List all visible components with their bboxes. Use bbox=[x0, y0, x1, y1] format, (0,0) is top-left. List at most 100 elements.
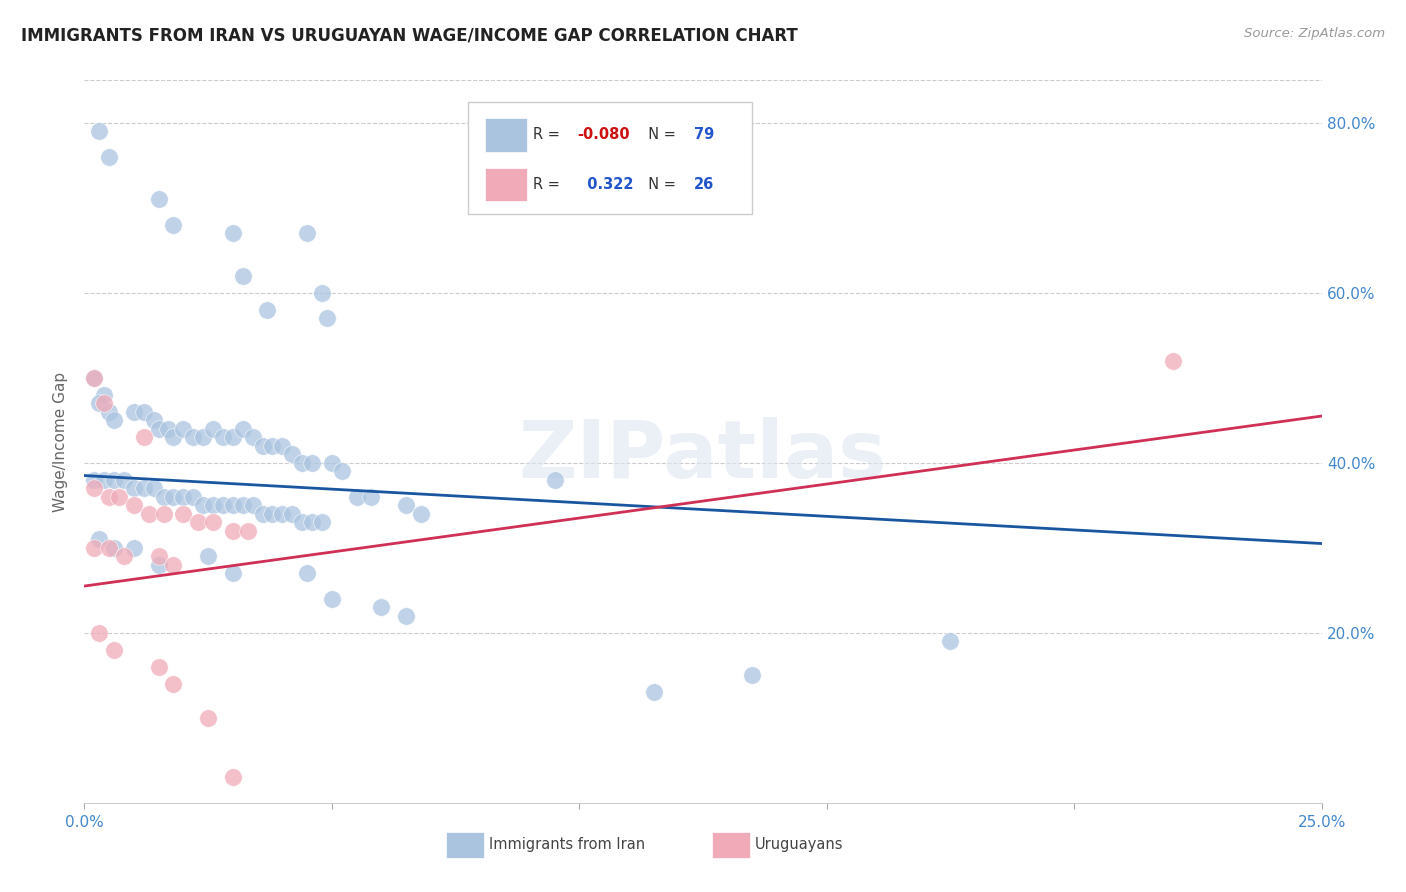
Point bbox=[222, 770, 245, 784]
Point bbox=[395, 608, 418, 623]
Point bbox=[148, 660, 170, 674]
Point bbox=[330, 464, 353, 478]
Point bbox=[132, 430, 155, 444]
Point bbox=[291, 516, 314, 530]
Text: IMMIGRANTS FROM IRAN VS URUGUAYAN WAGE/INCOME GAP CORRELATION CHART: IMMIGRANTS FROM IRAN VS URUGUAYAN WAGE/I… bbox=[21, 27, 797, 45]
Point bbox=[409, 507, 432, 521]
Point bbox=[103, 473, 125, 487]
Point bbox=[291, 456, 314, 470]
Point bbox=[191, 430, 214, 444]
Point bbox=[360, 490, 382, 504]
Point bbox=[157, 422, 180, 436]
Point bbox=[98, 541, 121, 555]
Point bbox=[187, 516, 209, 530]
Point bbox=[103, 541, 125, 555]
Point bbox=[295, 566, 318, 581]
Point bbox=[202, 498, 225, 512]
Point bbox=[212, 498, 235, 512]
Point bbox=[321, 591, 343, 606]
Point bbox=[197, 549, 219, 564]
Text: Source: ZipAtlas.com: Source: ZipAtlas.com bbox=[1244, 27, 1385, 40]
Point bbox=[222, 227, 245, 241]
Point bbox=[256, 302, 278, 317]
Point bbox=[103, 642, 125, 657]
Point bbox=[281, 507, 304, 521]
Text: 0.322: 0.322 bbox=[576, 177, 633, 192]
Point bbox=[93, 396, 115, 410]
Point bbox=[242, 498, 264, 512]
Point bbox=[939, 634, 962, 648]
Point bbox=[98, 490, 121, 504]
Point bbox=[395, 498, 418, 512]
Point bbox=[122, 498, 145, 512]
Point bbox=[112, 549, 135, 564]
Text: ZIPatlas: ZIPatlas bbox=[519, 417, 887, 495]
Point bbox=[346, 490, 368, 504]
Point bbox=[142, 413, 165, 427]
Text: 26: 26 bbox=[695, 177, 714, 192]
Text: Uruguayans: Uruguayans bbox=[755, 838, 844, 852]
Point bbox=[197, 711, 219, 725]
Point bbox=[281, 447, 304, 461]
Point bbox=[242, 430, 264, 444]
Point bbox=[83, 371, 105, 385]
FancyBboxPatch shape bbox=[485, 119, 527, 152]
Point bbox=[643, 685, 665, 699]
Point bbox=[172, 507, 194, 521]
Point bbox=[162, 430, 184, 444]
Point bbox=[162, 490, 184, 504]
Point bbox=[262, 507, 284, 521]
Point bbox=[222, 430, 245, 444]
Point bbox=[83, 371, 105, 385]
Point bbox=[148, 558, 170, 572]
Point bbox=[252, 507, 274, 521]
Point bbox=[162, 558, 184, 572]
Point bbox=[98, 150, 121, 164]
Y-axis label: Wage/Income Gap: Wage/Income Gap bbox=[53, 371, 69, 512]
Point bbox=[89, 124, 111, 138]
Point bbox=[93, 473, 115, 487]
Point bbox=[152, 507, 174, 521]
Point bbox=[741, 668, 763, 682]
Point bbox=[172, 422, 194, 436]
Point bbox=[83, 481, 105, 495]
Point bbox=[321, 456, 343, 470]
Point bbox=[232, 498, 254, 512]
Point bbox=[103, 413, 125, 427]
Point bbox=[311, 516, 333, 530]
Point bbox=[162, 218, 184, 232]
Point bbox=[262, 439, 284, 453]
Point bbox=[83, 473, 105, 487]
Point bbox=[301, 516, 323, 530]
Point bbox=[142, 481, 165, 495]
Point bbox=[1161, 353, 1184, 368]
Point bbox=[232, 422, 254, 436]
Text: N =: N = bbox=[638, 177, 681, 192]
Point bbox=[89, 396, 111, 410]
Text: 79: 79 bbox=[695, 128, 714, 143]
Point bbox=[89, 625, 111, 640]
Point bbox=[138, 507, 160, 521]
Point bbox=[181, 490, 204, 504]
Point bbox=[132, 481, 155, 495]
Point bbox=[236, 524, 259, 538]
Point bbox=[543, 473, 565, 487]
Point bbox=[370, 600, 392, 615]
Point bbox=[315, 311, 337, 326]
FancyBboxPatch shape bbox=[485, 168, 527, 201]
Point bbox=[212, 430, 235, 444]
Point bbox=[172, 490, 194, 504]
Text: R =: R = bbox=[533, 177, 565, 192]
Text: -0.080: -0.080 bbox=[576, 128, 630, 143]
Point bbox=[301, 456, 323, 470]
FancyBboxPatch shape bbox=[446, 831, 484, 858]
Point bbox=[222, 566, 245, 581]
Point bbox=[152, 490, 174, 504]
Point bbox=[222, 498, 245, 512]
Point bbox=[222, 524, 245, 538]
FancyBboxPatch shape bbox=[711, 831, 749, 858]
Text: R =: R = bbox=[533, 128, 565, 143]
Point bbox=[83, 541, 105, 555]
Point bbox=[132, 405, 155, 419]
Text: Immigrants from Iran: Immigrants from Iran bbox=[489, 838, 645, 852]
